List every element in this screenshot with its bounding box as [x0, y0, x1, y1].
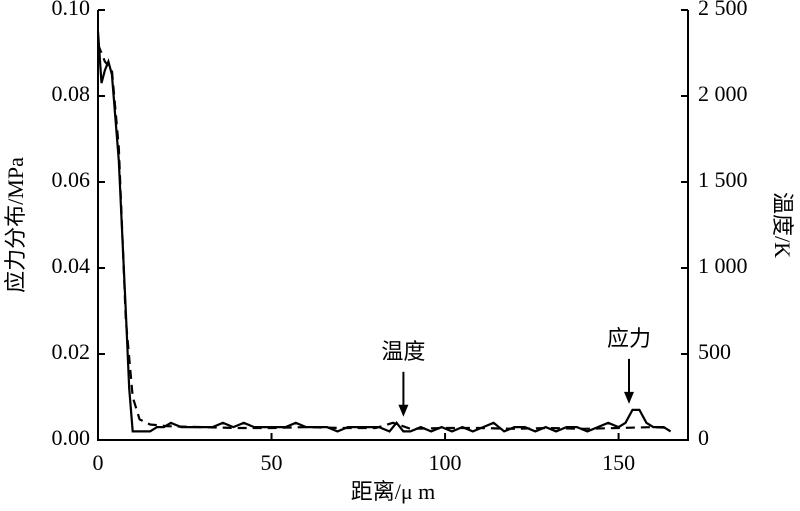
y-tick-label: 0.04 — [52, 253, 91, 278]
annotation: 应力 — [607, 326, 651, 351]
x-axis-label: 距离/μ m — [351, 479, 436, 504]
data-line — [96, 43, 671, 430]
data-line — [96, 31, 672, 433]
x-tick-label: 0 — [93, 450, 104, 475]
y2-tick-label: 500 — [698, 339, 731, 364]
y-axis-label: 应力分布/MPa — [3, 157, 28, 293]
y2-axis-label: 温度/K — [770, 192, 795, 258]
arrow-head — [624, 391, 634, 404]
y2-tick-label: 2 500 — [698, 0, 748, 20]
y2-tick-label: 2 000 — [698, 81, 748, 106]
y-tick-label: 0.00 — [52, 425, 91, 450]
y-tick-label: 0.02 — [52, 339, 91, 364]
y2-tick-label: 1 500 — [698, 167, 748, 192]
axis-frame — [97, 10, 689, 441]
y-tick-label: 0.08 — [52, 81, 91, 106]
y2-tick-label: 1 000 — [698, 253, 748, 278]
y2-tick-label: 0 — [698, 425, 709, 450]
x-tick-label: 150 — [602, 450, 635, 475]
x-tick-label: 100 — [429, 450, 462, 475]
y-tick-label: 0.06 — [52, 167, 91, 192]
arrow-head — [398, 404, 409, 417]
y-tick-label: 0.10 — [52, 0, 91, 20]
x-tick-label: 50 — [261, 450, 283, 475]
annotation: 温度 — [381, 339, 425, 364]
